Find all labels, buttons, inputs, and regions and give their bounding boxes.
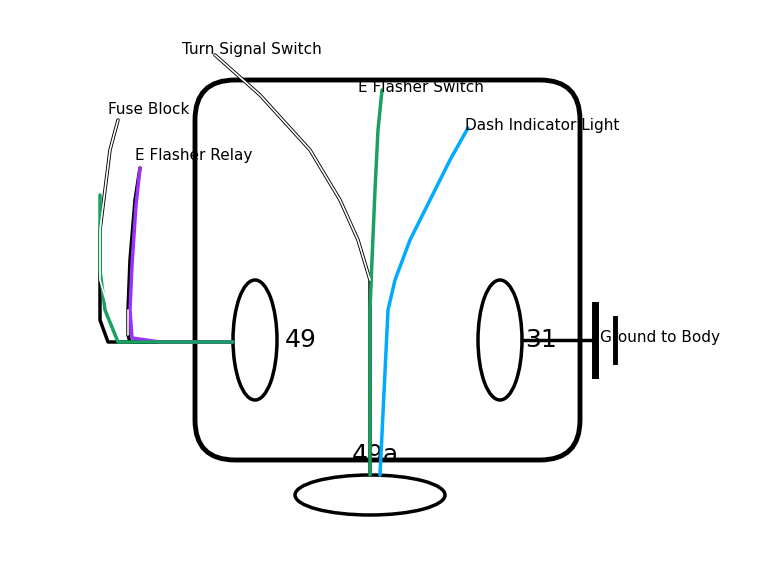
FancyBboxPatch shape bbox=[195, 80, 580, 460]
Text: E Flasher Relay: E Flasher Relay bbox=[135, 148, 253, 163]
Ellipse shape bbox=[295, 475, 445, 515]
Text: Fuse Block: Fuse Block bbox=[108, 102, 190, 117]
Text: Turn Signal Switch: Turn Signal Switch bbox=[182, 42, 322, 57]
Text: 49: 49 bbox=[285, 328, 317, 352]
Text: 49a: 49a bbox=[352, 443, 399, 467]
Text: Dash Indicator Light: Dash Indicator Light bbox=[465, 118, 619, 133]
Ellipse shape bbox=[478, 280, 522, 400]
Text: E Flasher Switch: E Flasher Switch bbox=[358, 80, 484, 95]
Ellipse shape bbox=[233, 280, 277, 400]
Text: 31: 31 bbox=[525, 328, 557, 352]
Text: Ground to Body: Ground to Body bbox=[600, 330, 720, 345]
